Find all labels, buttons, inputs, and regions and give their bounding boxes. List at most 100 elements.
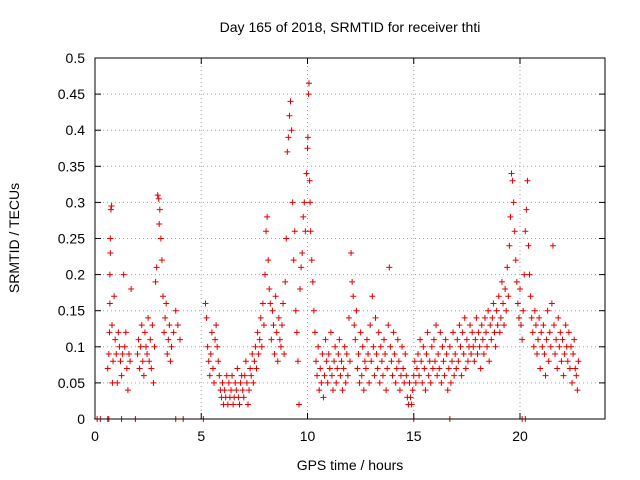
data-point [325,351,332,358]
data-point [396,387,403,394]
data-point [319,351,326,358]
data-point [471,358,478,365]
data-point [399,343,406,350]
data-point [321,372,328,379]
data-point [496,329,503,336]
data-point [352,336,359,343]
data-point [206,372,213,379]
data-point [532,322,539,329]
data-point [247,365,254,372]
data-point [260,322,267,329]
data-point [412,379,419,386]
y-tick-label: 0.05 [58,375,85,391]
data-point [259,300,266,307]
data-point [441,372,448,379]
data-point [307,199,314,206]
data-point [330,387,336,394]
data-point [409,387,416,394]
x-tick-label: 20 [512,428,528,444]
data-point [272,293,279,300]
data-point [161,329,168,336]
data-point [105,351,112,358]
grid-lines [95,58,605,419]
data-point [362,365,369,372]
data-point [338,358,345,365]
y-tick-label: 0.3 [66,194,86,210]
data-point [446,343,453,350]
data-point [552,351,559,358]
data-point [521,271,528,278]
data-point [538,329,545,336]
data-point [138,322,145,329]
y-tick-label: 0.1 [66,339,86,355]
data-point [150,379,157,386]
data-point [510,199,517,206]
data-point [224,401,231,408]
data-point [234,365,241,372]
data-point [559,336,566,343]
data-point [110,358,117,365]
data-point [383,387,390,394]
data-point [250,379,257,386]
data-point [421,365,428,372]
data-point [542,372,549,379]
data-point [459,329,466,336]
data-point [408,401,415,408]
data-point [454,336,461,343]
data-point [160,293,166,300]
data-point [556,343,563,350]
data-point [298,264,305,271]
data-point [332,343,339,350]
data-point [212,336,219,343]
data-point [115,329,122,336]
data-point [263,228,270,235]
data-point [428,343,435,350]
data-point [254,329,261,336]
data-point [443,351,450,358]
data-point [574,387,581,394]
data-point [394,336,401,343]
data-point [239,387,246,394]
data-point [503,307,510,314]
data-point [413,365,420,372]
data-point [219,379,226,386]
data-point [455,358,462,365]
data-point [565,329,572,336]
data-point [174,322,181,329]
data-point [517,286,523,293]
data-point [309,278,316,285]
data-point [107,206,114,213]
data-point [117,358,124,365]
data-point [505,293,512,300]
data-point [426,358,433,365]
data-point [208,329,215,336]
data-point [526,271,533,278]
data-point [418,358,425,365]
data-point [310,307,317,314]
data-point [275,314,282,321]
data-point [342,379,349,386]
data-point [407,394,414,401]
data-point [155,195,162,202]
data-point [151,343,158,350]
data-point [304,134,311,141]
data-point [561,351,568,358]
data-point [376,379,383,386]
data-point [165,336,172,343]
data-point [535,336,542,343]
data-point [277,343,284,350]
data-point [382,351,389,358]
data-point [127,358,134,365]
data-point [575,358,582,365]
data-point [473,314,480,321]
data-point [460,351,467,358]
data-point [305,80,312,87]
data-point [294,358,301,365]
data-point [384,365,391,372]
data-point [501,322,508,329]
data-point [462,365,469,372]
data-point [557,329,564,336]
data-point [301,199,308,206]
data-point [461,314,468,321]
data-point [318,379,325,386]
